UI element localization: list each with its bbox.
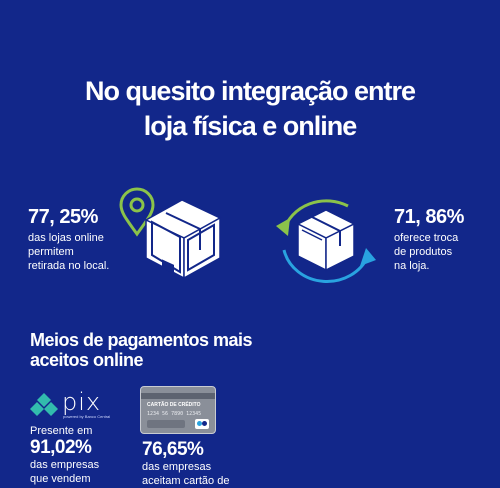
box-icon [296,209,356,272]
card-number: 1234 56 7890 12345 [147,411,202,417]
payments-heading-line-2: aceitos online [30,350,144,370]
stat-pickup-line: das lojas online [28,232,104,244]
stat-exchange-value: 71, 86% [394,206,464,228]
stat-exchange-line: na loja. [394,260,430,272]
stat-pickup-line: retirada no local. [28,260,110,272]
payments-heading: Meios de pagamentos mais aceitos online [30,330,253,370]
box-icon [144,199,222,280]
pix-logo-sub: powered by Banco Central [63,414,111,419]
stat-pix-intro: Presente em [30,425,93,437]
stat-exchange-line: oferece troca [394,232,459,244]
stat-card-line: das empresas [142,461,212,473]
card-label: CARTÃO DE CRÉDITO [147,402,201,408]
stat-exchange: 71, 86% oferece troca de produtos na loj… [394,206,464,273]
stat-card-line: aceitam cartão de [142,475,230,487]
stat-pix-line: que vendem [30,473,91,485]
stat-exchange-line: de produtos [394,246,453,258]
stat-pickup-line: permitem [28,246,74,258]
pix-logo-text: pix [62,388,102,416]
pix-logo: pix powered by Banco Central [30,388,116,420]
title-line-1: No quesito integração entre [84,76,416,106]
stat-pix-line: das empresas [30,459,100,471]
card-chip [147,420,185,428]
location-pin-icon [119,187,155,237]
cycle-arrows-icon [276,199,376,283]
pix-logo-icon [30,393,58,416]
payments-heading-line-1: Meios de pagamentos mais [30,330,253,350]
page-title: No quesito integração entre loja física … [0,74,500,144]
stat-pix-value: 91,02% [30,437,92,458]
stat-pickup: 77, 25% das lojas online permitem retira… [28,206,109,273]
title-line-2: loja física e online [143,111,358,141]
stat-card-value: 76,65% [142,439,204,460]
credit-card-icon: CARTÃO DE CRÉDITO 1234 56 7890 12345 [140,386,216,434]
stat-pix: Presente em 91,02% das empresas que vend… [30,424,99,486]
card-stripe [141,393,215,399]
card-brand-logo [195,419,209,429]
stat-card: 76,65% das empresas aceitam cartão de [142,440,229,488]
stat-pickup-value: 77, 25% [28,206,98,228]
